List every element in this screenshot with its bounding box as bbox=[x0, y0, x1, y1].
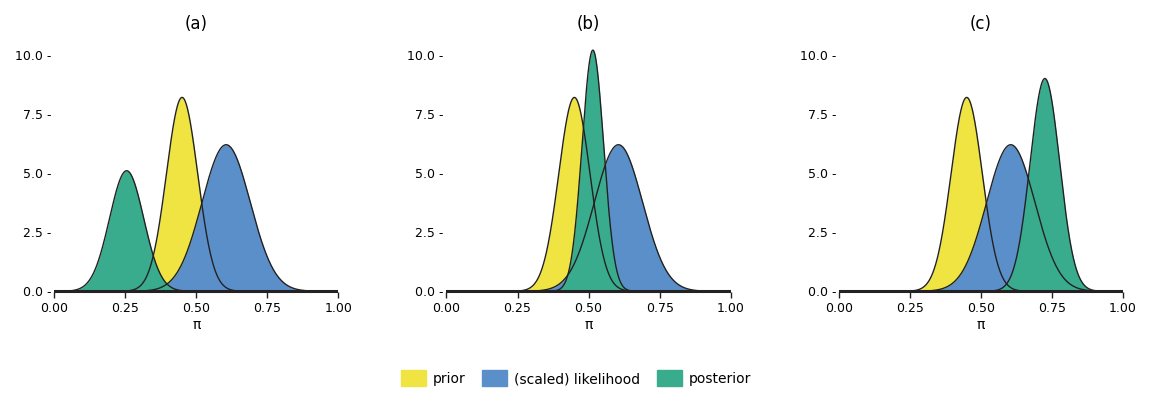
X-axis label: π: π bbox=[584, 318, 593, 332]
X-axis label: π: π bbox=[192, 318, 200, 332]
X-axis label: π: π bbox=[977, 318, 985, 332]
Title: (b): (b) bbox=[577, 15, 600, 33]
Title: (c): (c) bbox=[970, 15, 992, 33]
Title: (a): (a) bbox=[184, 15, 207, 33]
Legend: prior, (scaled) likelihood, posterior: prior, (scaled) likelihood, posterior bbox=[395, 365, 757, 392]
